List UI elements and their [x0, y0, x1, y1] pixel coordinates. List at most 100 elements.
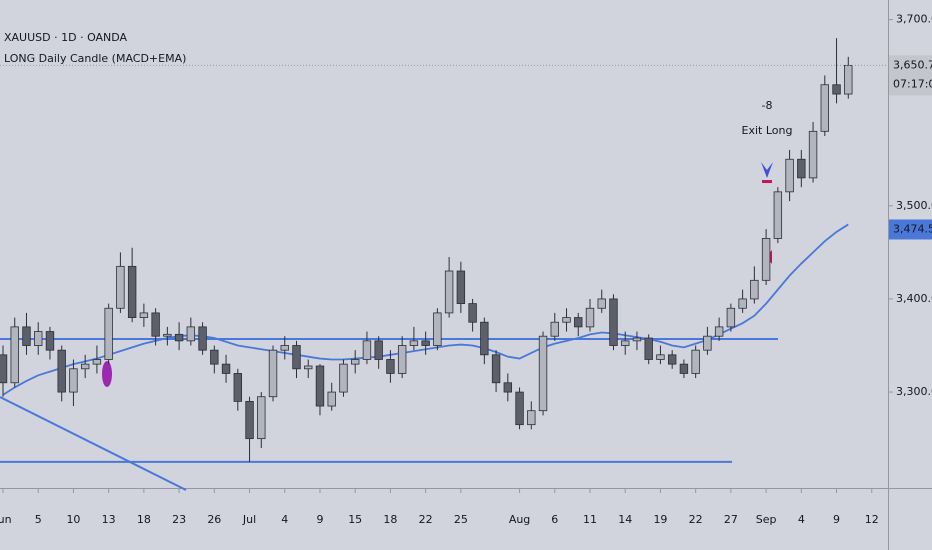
x-tick-label: 11 — [583, 513, 597, 526]
candle-body — [773, 191, 783, 239]
x-tick-label: 9 — [316, 513, 323, 526]
x-tick-label: 27 — [724, 513, 738, 526]
candle-body — [738, 298, 747, 309]
candle-body — [10, 326, 19, 384]
y-tick-label: 3,500.000 — [896, 199, 932, 212]
candle-body — [468, 303, 477, 323]
candle-body — [92, 359, 102, 365]
candle-body — [34, 331, 43, 346]
x-tick-label: 19 — [653, 513, 667, 526]
candle-body — [80, 363, 90, 370]
candle-body — [761, 238, 771, 281]
x-tick-label: 12 — [865, 513, 879, 526]
entry-marker — [102, 361, 112, 387]
x-tick-label: 26 — [207, 513, 221, 526]
y-tick-label: 3,400.000 — [896, 292, 932, 305]
candle-body — [350, 359, 360, 365]
candle-body — [597, 298, 606, 309]
x-tick-label: 5 — [35, 513, 42, 526]
candle-body — [0, 354, 8, 384]
candle-body — [257, 396, 266, 440]
candle-body — [480, 321, 489, 356]
candle-body — [397, 345, 407, 374]
candle-body — [444, 270, 454, 314]
candle-body — [315, 365, 325, 407]
candle-body — [538, 335, 548, 412]
x-tick-label: 23 — [172, 513, 186, 526]
x-tick-label: 6 — [551, 513, 558, 526]
ema-price-box — [889, 219, 932, 240]
candle-body — [221, 363, 231, 374]
candle-body — [832, 84, 841, 95]
candle-body — [609, 298, 618, 346]
candle-body — [22, 326, 31, 346]
candle-body — [456, 270, 466, 305]
candle-body — [292, 345, 301, 370]
candle-body — [116, 265, 125, 309]
x-tick-label: 13 — [102, 513, 116, 526]
countdown-label: 07:17:07 — [893, 77, 932, 90]
x-tick-label: Sep — [756, 513, 777, 526]
candle-body — [820, 84, 829, 132]
candle-body — [433, 312, 442, 346]
candle-body — [245, 400, 254, 440]
candle-body — [585, 307, 595, 328]
candle-body — [233, 373, 242, 402]
candle-body — [644, 337, 653, 360]
candle-body — [844, 65, 853, 95]
x-tick-label: 4 — [281, 513, 288, 526]
ema-price-label: 3,474.595 — [893, 222, 932, 235]
last-price-label: 3,650.765 — [893, 58, 932, 71]
candle-body — [139, 312, 149, 318]
candle-body — [679, 363, 689, 374]
candle-body — [503, 382, 513, 393]
x-tick-label: 10 — [66, 513, 80, 526]
candle-body — [785, 158, 794, 193]
candle-body — [527, 410, 536, 426]
candle-body — [386, 359, 395, 374]
candle-body — [268, 349, 278, 398]
candle-body — [515, 391, 524, 426]
candle-body — [327, 391, 336, 407]
candle-body — [667, 354, 677, 365]
candle-body — [163, 333, 172, 337]
candle-body — [726, 307, 736, 328]
candle-body — [186, 326, 196, 342]
candle-body — [174, 333, 184, 342]
x-tick-label: 25 — [454, 513, 468, 526]
x-tick-label: 18 — [383, 513, 397, 526]
candle-body — [45, 331, 55, 351]
candle-body — [491, 354, 501, 384]
x-tick-label: 22 — [689, 513, 703, 526]
candle-body — [656, 354, 665, 360]
x-tick-label: 22 — [419, 513, 433, 526]
candle-body — [57, 349, 66, 393]
candle-body — [574, 317, 583, 328]
candle-body — [362, 340, 372, 360]
candle-body — [104, 307, 113, 360]
symbol-title: XAUUSD · 1D · OANDA — [4, 31, 128, 44]
candle-body — [750, 279, 759, 300]
candle-body — [691, 349, 700, 374]
x-tick-label: Jun — [0, 513, 12, 526]
candle-body — [127, 265, 137, 318]
candle-body — [210, 349, 219, 365]
last-price-box — [889, 55, 932, 96]
x-tick-label: Aug — [509, 513, 530, 526]
x-tick-label: 9 — [833, 513, 840, 526]
candle-body — [621, 340, 630, 346]
y-tick-label: 3,300.000 — [896, 385, 932, 398]
exit-bar — [762, 180, 772, 183]
x-tick-label: Jul — [242, 513, 256, 526]
trend-line — [0, 396, 187, 491]
x-tick-label: 4 — [798, 513, 805, 526]
candle-body — [151, 312, 160, 337]
candle-body — [339, 363, 348, 393]
candle-body — [550, 321, 559, 337]
candle-body — [714, 326, 724, 337]
x-tick-label: 18 — [137, 513, 151, 526]
candle-body — [703, 335, 712, 351]
x-tick-label: 14 — [618, 513, 632, 526]
exit-label: Exit Long — [742, 124, 793, 137]
